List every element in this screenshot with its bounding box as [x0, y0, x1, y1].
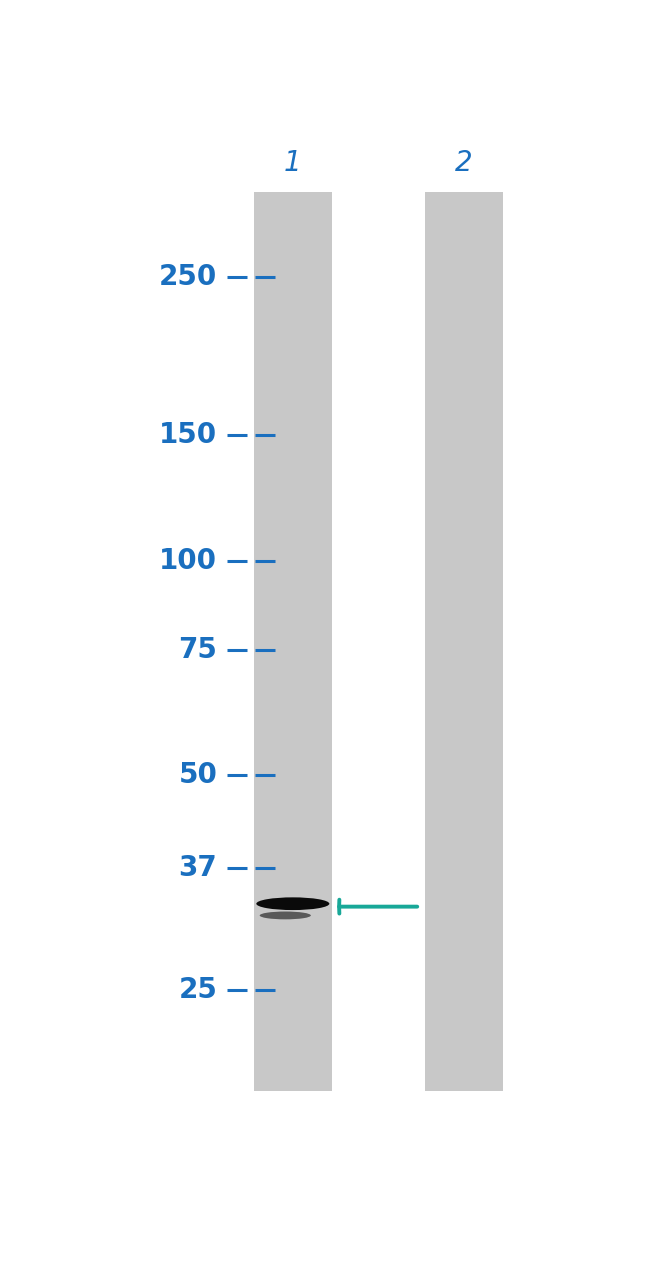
Text: 100: 100 [159, 547, 217, 575]
Text: 1: 1 [284, 149, 302, 177]
Text: 50: 50 [178, 761, 217, 789]
Ellipse shape [260, 912, 311, 919]
Text: 75: 75 [178, 636, 217, 664]
Ellipse shape [256, 898, 330, 911]
Text: 25: 25 [178, 975, 217, 1003]
Text: 150: 150 [159, 422, 217, 450]
Text: 250: 250 [159, 263, 217, 291]
Text: 2: 2 [455, 149, 473, 177]
Text: 37: 37 [179, 855, 217, 883]
